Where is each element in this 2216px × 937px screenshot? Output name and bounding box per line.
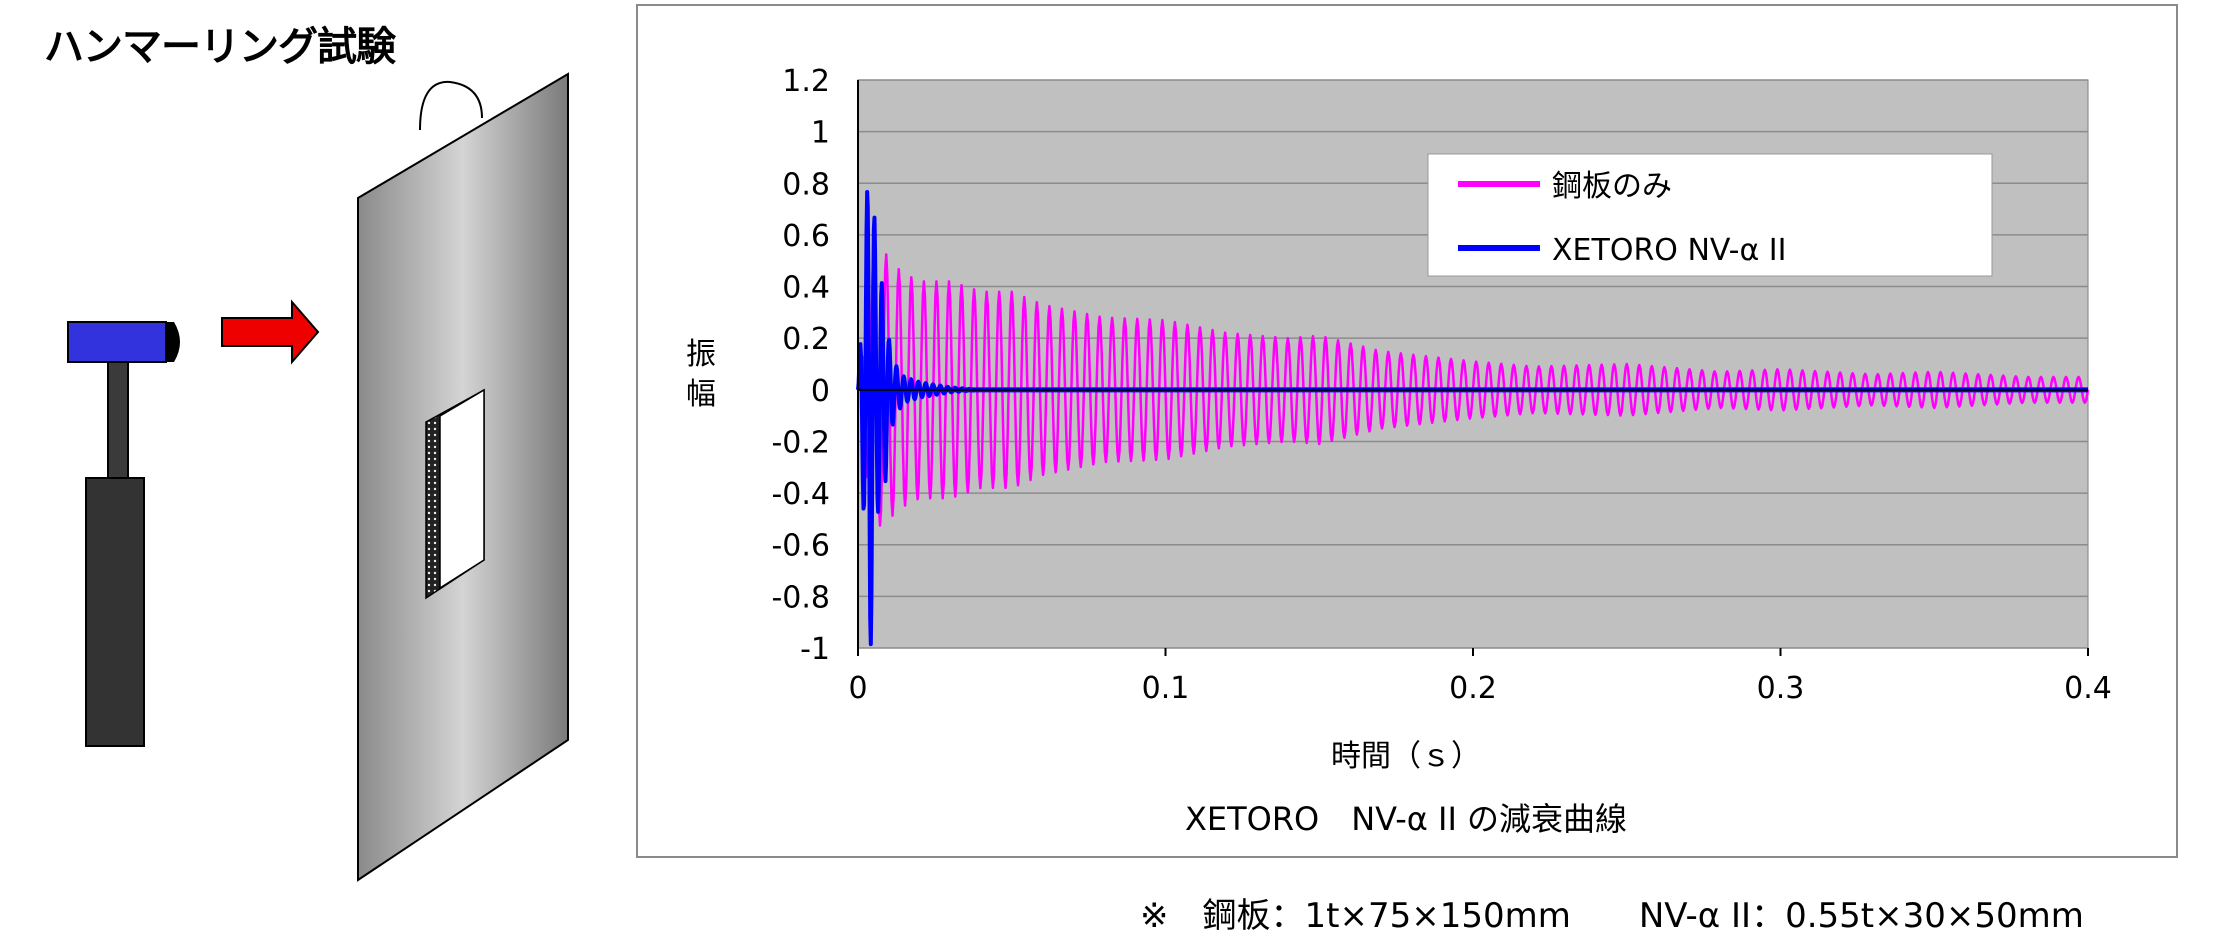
- y-axis-label-part2: 幅: [686, 377, 716, 412]
- y-tick-label: 0.6: [782, 219, 830, 254]
- y-tick-label: 0.2: [782, 322, 830, 357]
- y-tick-label: 0.8: [782, 167, 830, 202]
- legend: 鋼板のみ XETORO NV-α II: [1427, 153, 1993, 277]
- page-heading: ハンマーリング試験: [44, 24, 396, 70]
- y-tick-label: -0.8: [771, 580, 830, 615]
- damping-chart: 1.2 1 0.8 0.6 0.4 0.2 0 -0.2 -0.4 -0.6 -0.8 -1 0 0.1…: [686, 64, 2112, 838]
- x-tick-label: 0.1: [1142, 671, 1190, 706]
- y-tick-label: 1.2: [782, 64, 830, 99]
- x-tick-label: 0.2: [1449, 671, 1497, 706]
- y-tick-label: -0.4: [771, 477, 830, 512]
- x-tick-labels: 0 0.1 0.2 0.3 0.4: [848, 648, 2112, 706]
- y-tick-label: 0: [811, 374, 830, 409]
- chart-title: XETORO NV-α II の減衰曲線: [1185, 800, 1627, 838]
- legend-box: [1427, 153, 1993, 277]
- y-tick-label: 0.4: [782, 271, 830, 306]
- x-tick-label: 0: [848, 671, 867, 706]
- x-axis-label: 時間（ｓ）: [1331, 739, 1481, 774]
- y-axis-label-part1: 振: [686, 337, 716, 372]
- x-tick-label: 0.4: [2064, 671, 2112, 706]
- hammer-icon: [67, 321, 180, 747]
- hammer-ring-test-illustration: [67, 72, 569, 882]
- legend-label-steel: 鋼板のみ: [1552, 169, 1672, 204]
- y-tick-label: -0.6: [771, 529, 830, 564]
- specimen-footnote: ※ 鋼板：1t×75×150mm NV-α II：0.55t×30×50mm: [1140, 896, 2084, 936]
- y-tick-labels: 1.2 1 0.8 0.6 0.4 0.2 0 -0.2 -0.4 -0.6 -0.8 -1: [771, 64, 830, 667]
- legend-label-xetoro: XETORO NV-α II: [1552, 233, 1786, 268]
- y-tick-label: 1: [811, 116, 830, 151]
- arrow-right-icon: [221, 299, 320, 365]
- x-tick-label: 0.3: [1757, 671, 1805, 706]
- steel-plate-icon: [357, 72, 569, 882]
- y-tick-label: -0.2: [771, 425, 830, 460]
- y-tick-label: -1: [800, 632, 830, 667]
